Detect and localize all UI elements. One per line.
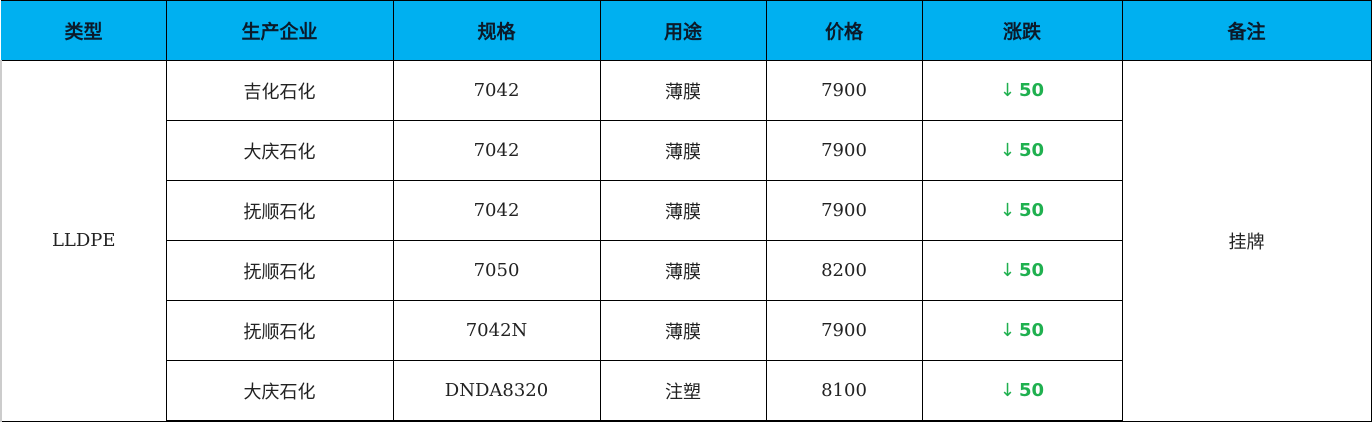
change-cell: ↓ 50 [921, 360, 1123, 422]
type-cell: LLDPE [0, 60, 167, 422]
company-cell: 大庆石化 [165, 360, 394, 422]
price-cell: 7900 [765, 60, 923, 121]
spec-cell: 7042 [392, 60, 601, 121]
header-price: 价格 [765, 0, 923, 61]
arrow-down-icon: ↓ [999, 380, 1016, 401]
header-remark: 备注 [1121, 0, 1372, 61]
change-value: 50 [1019, 320, 1045, 341]
change-cell: ↓ 50 [921, 60, 1123, 121]
arrow-down-icon: ↓ [999, 80, 1016, 101]
change-value: 50 [1019, 80, 1045, 101]
spec-cell: 7042 [392, 120, 601, 181]
use-cell: 薄膜 [599, 180, 767, 241]
change-value: 50 [1019, 380, 1045, 401]
change-cell: ↓ 50 [921, 120, 1123, 181]
spec-cell: DNDA8320 [392, 360, 601, 422]
change-cell: ↓ 50 [921, 300, 1123, 361]
arrow-down-icon: ↓ [999, 260, 1016, 281]
company-cell: 抚顺石化 [165, 180, 394, 241]
change-cell: ↓ 50 [921, 240, 1123, 301]
spec-cell: 7042N [392, 300, 601, 361]
arrow-down-icon: ↓ [999, 140, 1016, 161]
use-cell: 注塑 [599, 360, 767, 422]
table-row: LLDPE 吉化石化 7042 薄膜 7900 ↓ 50 挂牌 [0, 60, 1372, 422]
header-use: 用途 [599, 0, 767, 61]
price-cell: 7900 [765, 300, 923, 361]
change-value: 50 [1019, 200, 1045, 221]
spec-cell: 7050 [392, 240, 601, 301]
header-company: 生产企业 [165, 0, 394, 61]
table-row: 抚顺石化 7042N 薄膜 7900 ↓ 50 [1, 300, 1371, 361]
company-cell: 抚顺石化 [165, 300, 394, 361]
company-cell: 吉化石化 [165, 60, 394, 121]
header-spec: 规格 [392, 0, 601, 61]
price-cell: 7900 [765, 120, 923, 181]
arrow-down-icon: ↓ [999, 200, 1016, 221]
header-row: 类型 生产企业 规格 用途 价格 涨跌 备注 [0, 0, 1372, 61]
table-row: 抚顺石化 7042 薄膜 7900 ↓ 50 [1, 180, 1371, 241]
table-row: 抚顺石化 7050 薄膜 8200 ↓ 50 [1, 240, 1371, 301]
change-value: 50 [1019, 260, 1045, 281]
table-row: 大庆石化 DNDA8320 注塑 8100 ↓ 50 [1, 360, 1371, 422]
header-change: 涨跌 [921, 0, 1123, 61]
use-cell: 薄膜 [599, 60, 767, 121]
price-cell: 8200 [765, 240, 923, 301]
price-cell: 7900 [765, 180, 923, 241]
company-cell: 抚顺石化 [165, 240, 394, 301]
header-type: 类型 [0, 0, 167, 61]
company-cell: 大庆石化 [165, 120, 394, 181]
change-value: 50 [1019, 140, 1045, 161]
use-cell: 薄膜 [599, 300, 767, 361]
use-cell: 薄膜 [599, 240, 767, 301]
arrow-down-icon: ↓ [999, 320, 1016, 341]
table-row: 大庆石化 7042 薄膜 7900 ↓ 50 [1, 120, 1371, 181]
spec-cell: 7042 [392, 180, 601, 241]
change-cell: ↓ 50 [921, 180, 1123, 241]
price-cell: 8100 [765, 360, 923, 422]
use-cell: 薄膜 [599, 120, 767, 181]
remark-cell: 挂牌 [1121, 60, 1372, 422]
